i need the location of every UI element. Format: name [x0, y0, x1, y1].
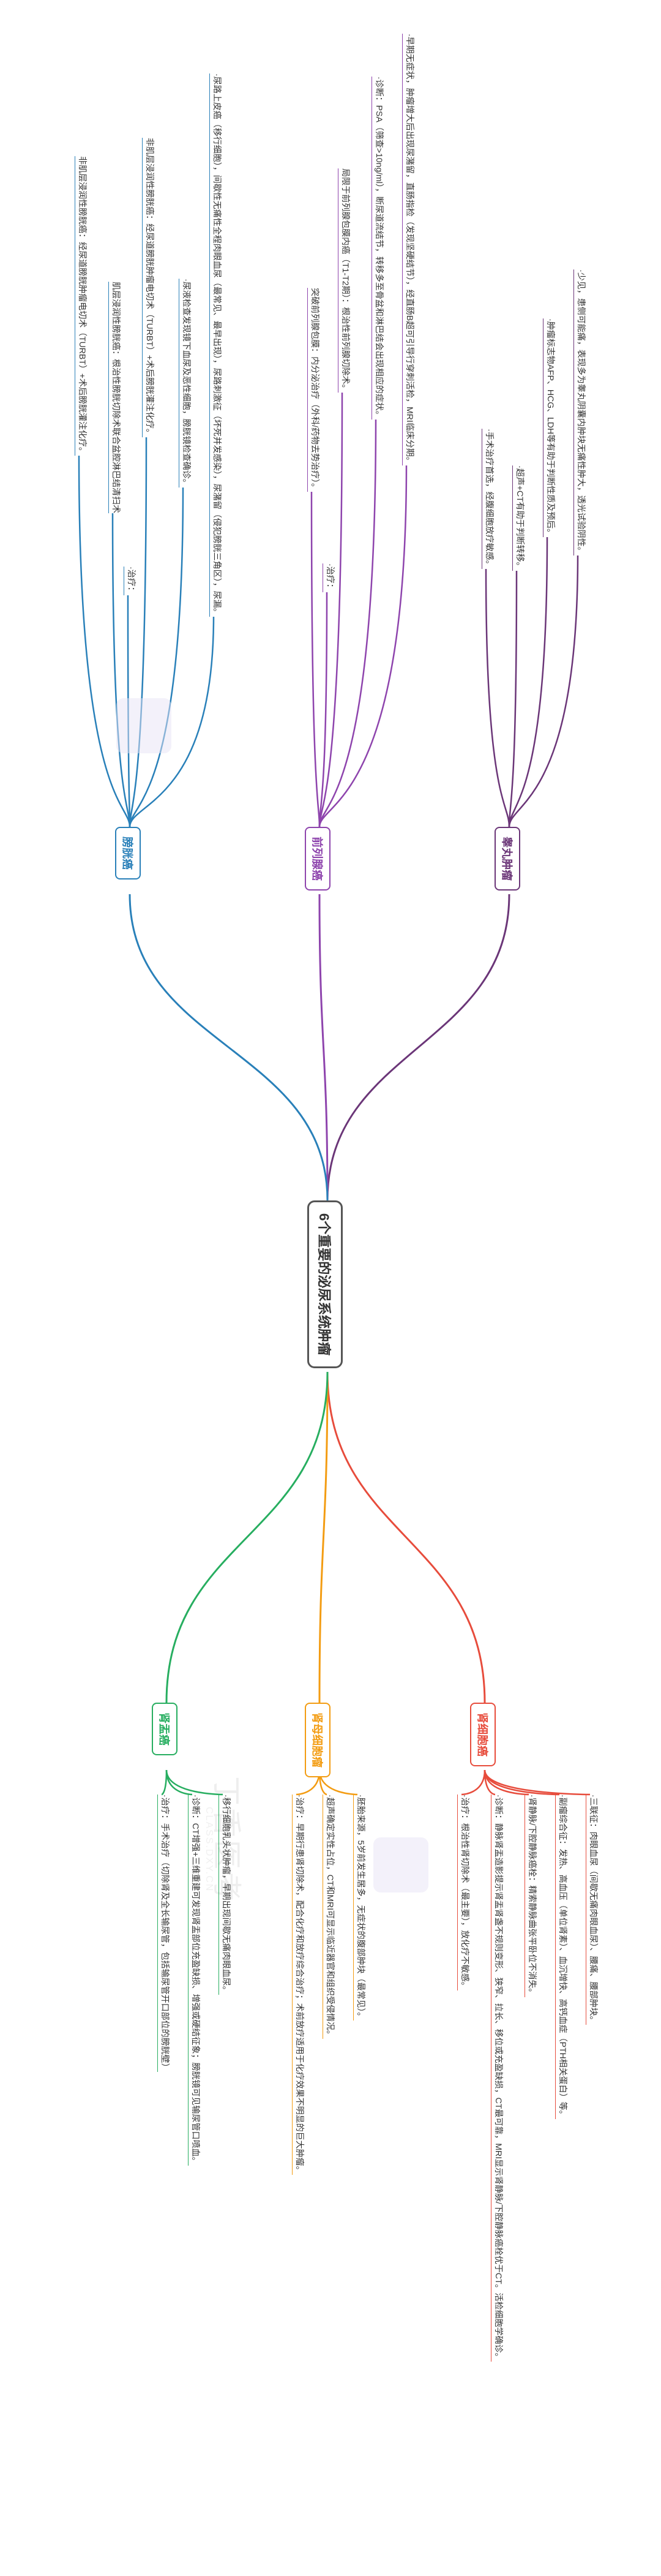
main-node-n1: 肾细胞癌: [470, 1703, 496, 1766]
leaf-n6-5: 非肌层浸润性膀胱癌：经尿道膀胱肿瘤电切术（TURBT）+术后膀胱灌注化疗。: [75, 156, 89, 456]
leaf-n2-1: ·超声确定实性占位，CT和MRI可显示临近器官和组织受侵情况。: [323, 1795, 337, 2039]
leaf-n1-4: ·治疗：根治性肾切除术（最主要），放化疗不敏感。: [457, 1795, 471, 1990]
leaf-n2-0: ·胚胎来源，5岁前发生居多，无症状的腹部肿块（最常见）。: [353, 1795, 367, 2021]
watermark-sub-1: CLASS.DXY.CN: [203, 1807, 214, 1892]
leaf-n5-0: ·早期无症状，肿瘤增大后出现尿潴留，直肠指检（发现坚硬结节），经直肠B超可引导行…: [402, 34, 416, 465]
leaf-n3-1: ·诊断：CT增强+三维重建可发现肾盂部位充盈缺损、增强或硬结征象；膀胱镜可见输尿…: [188, 1795, 202, 2166]
leaf-n1-2: ·肾静脉/下腔静脉癌栓：精索静脉曲张平卧位不消失。: [525, 1795, 539, 1997]
leaf-n1-3: ·诊断：静脉肾盂造影提示肾盂肾盏不规则变形、狭窄、拉长、移位或充盈缺损，CT最可…: [491, 1795, 505, 2362]
leaf-n4-0: ·少见，患侧可能痛，表现多为睾丸阴囊内肿块无痛性肿大，透光试验阴性。: [573, 269, 588, 555]
leaf-n4-1: ·肿瘤标志物AFP、HCG、LDH等有助于判断性质及预后。: [543, 318, 557, 537]
leaf-n2-2: ·治疗：早期行患肾切除术，配合化疗和放疗综合治疗；术前放疗适用于化疗效果不明显的…: [292, 1795, 306, 2175]
leaf-n3-2: ·治疗：手术治疗（切除肾及全长输尿管，包括输尿管开口部位的膀胱壁）: [157, 1795, 171, 2072]
leaf-n5-2: ·治疗：: [323, 563, 337, 592]
main-node-n5: 前列腺癌: [305, 827, 330, 891]
mindmap-canvas: 丁香医考 CLASS.DXY.CN 6个重要的泌尿系统肿瘤肾细胞癌·三联征：肉眼…: [0, 0, 661, 2576]
watermark-logo-1: [373, 1837, 428, 1892]
leaf-n6-3: 非肌层浸润性膀胱癌：经尿道膀胱肿瘤电切术（TURBT）+术后膀胱灌注化疗。: [142, 138, 156, 437]
leaf-n5-4: 突破前列腺包膜：内分泌治疗（外科/药物去势治疗）。: [307, 288, 321, 492]
leaf-n1-1: ·副瘤综合征：发热、高血压（单位肾素）、血沉增快、高钙血症（PTH相关蛋白）等。: [555, 1795, 569, 2119]
leaf-n4-2: ·超声+CT有助于判断转移。: [512, 465, 526, 571]
leaf-n6-0: ·尿路上皮癌（移行细胞），间歇性无痛性全程肉眼血尿（最常见、最早出现），尿路刺激…: [209, 73, 223, 617]
leaf-n5-1: ·诊断：PSA（筛查>10ng/ml），断尿道流结节，转移多至骨盆和淋巴结会出现…: [372, 77, 386, 420]
main-node-n6: 膀胱癌: [115, 827, 141, 879]
main-node-n2: 肾母细胞瘤: [305, 1703, 330, 1777]
watermark-logo-2: [116, 698, 171, 753]
center-topic: 6个重要的泌尿系统肿瘤: [307, 1200, 343, 1368]
leaf-n1-0: ·三联征：肉眼血尿（间歇无痛肉眼血尿）、腰痛、腰部肿块。: [586, 1795, 600, 2025]
leaf-n3-0: ·移行细胞乳头状肿瘤，早期出现间歇无痛肉眼血尿。: [218, 1795, 233, 1995]
main-node-n3: 肾盂癌: [152, 1703, 177, 1755]
leaf-n6-1: ·尿液检查发现镜下血尿及恶性细胞，膀胱镜检查确诊。: [179, 279, 193, 488]
leaf-n5-3: 局限于前列腺包膜内癌（T1-T2期）：根治性前列腺切除术。: [338, 168, 352, 393]
leaf-n4-3: ·手术治疗首选，经腹细胞放疗敏感。: [482, 429, 496, 569]
leaf-n6-2: ·治疗：: [124, 567, 138, 595]
main-node-n4: 睾丸肿瘤: [495, 827, 520, 891]
leaf-n6-4: 肌层浸润性膀胱癌：根治性膀胱切除术联合盆腔淋巴结清扫术: [108, 282, 122, 513]
